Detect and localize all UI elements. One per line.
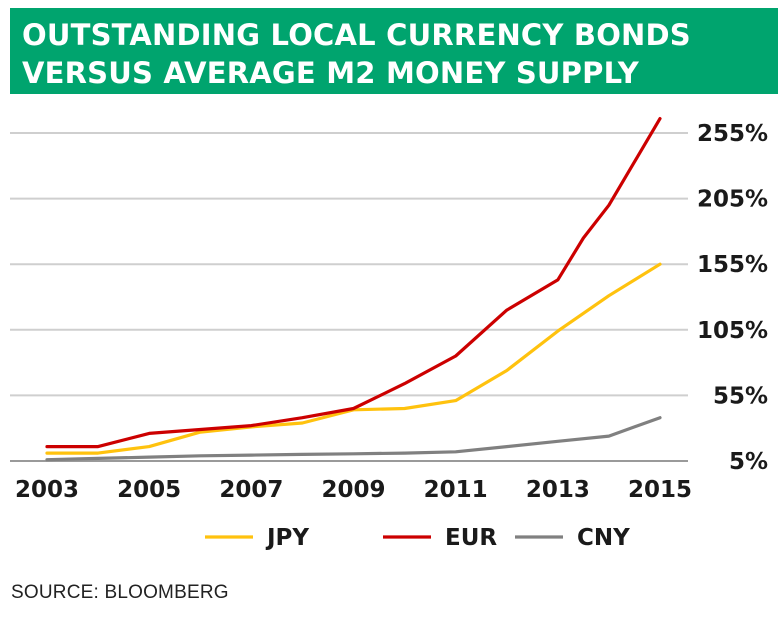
title-banner: OUTSTANDING LOCAL CURRENCY BONDS VERSUS … [10,8,778,94]
series-line-jpy [45,262,662,455]
x-tick-label: 2005 [117,477,181,503]
y-tick-label: 5% [729,449,768,475]
chart-title-line-2: VERSUS AVERAGE M2 MONEY SUPPLY [22,56,639,90]
series-line-eur [45,117,662,449]
line-chart: 5% 55% 105% 155% 205% 255% 2003 2005 2007 2009 201… [10,117,768,551]
y-tick-label: 205% [697,187,768,213]
x-tick-label: 2009 [321,477,385,503]
series-line-cny [45,416,662,462]
legend-label-jpy: JPY [265,525,309,551]
x-tick-label: 2003 [15,477,79,503]
y-tick-label: 155% [697,252,768,278]
x-tick-label: 2011 [424,477,488,503]
legend-label-eur: EUR [445,525,497,551]
x-tick-label: 2013 [526,477,590,503]
legend-label-cny: CNY [577,525,630,551]
y-tick-label: 255% [697,121,768,147]
y-tick-label: 55% [713,383,768,409]
y-tick-label: 105% [697,318,768,344]
chart-title-line-1: OUTSTANDING LOCAL CURRENCY BONDS [22,18,691,52]
x-tick-label: 2007 [219,477,283,503]
source-note: SOURCE: BLOOMBERG [11,582,229,603]
x-tick-label: 2015 [628,477,692,503]
